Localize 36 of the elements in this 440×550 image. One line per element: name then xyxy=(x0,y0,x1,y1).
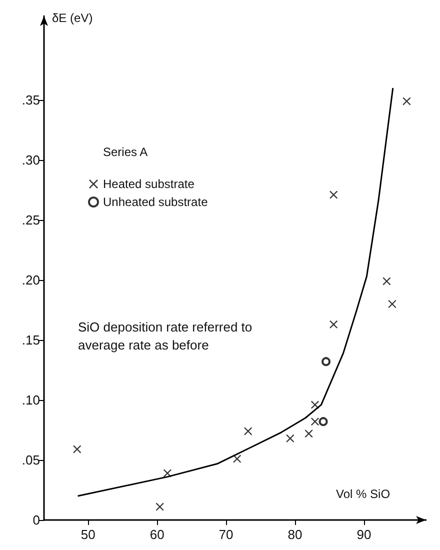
point xyxy=(163,469,172,478)
point xyxy=(330,190,338,199)
x-tick-label: 60 xyxy=(150,527,164,542)
point xyxy=(330,320,338,328)
y-tick-label: .25 xyxy=(22,212,40,228)
annotation: SiO deposition rate referred to average rate as before xyxy=(78,320,252,352)
legend-title: Series A xyxy=(103,145,148,159)
y-tick-label: .30 xyxy=(22,152,40,168)
point xyxy=(286,434,294,442)
line-series xyxy=(77,87,394,497)
point xyxy=(310,400,319,409)
y-axis-title: δE (eV) xyxy=(52,11,93,25)
y-tick-label: .05 xyxy=(22,452,40,468)
point xyxy=(402,97,411,106)
y-tick-label: 0 xyxy=(32,512,40,528)
y-tick-label: .35 xyxy=(22,92,40,108)
x-tick-label: 80 xyxy=(288,527,302,542)
x-tick-label: 50 xyxy=(80,527,96,542)
y-tick-label: .20 xyxy=(22,272,40,288)
y-tick-label: .15 xyxy=(22,332,40,348)
point xyxy=(233,454,242,463)
point xyxy=(318,417,328,426)
x-tick-label: 90 xyxy=(356,527,372,542)
point xyxy=(244,427,252,436)
legend-label: Unheated substrate xyxy=(103,195,208,209)
point xyxy=(382,277,391,286)
x-tick-label: 70 xyxy=(218,527,234,542)
y-tick-label: .10 xyxy=(22,392,40,408)
point xyxy=(388,300,396,308)
point xyxy=(73,445,82,454)
point xyxy=(156,502,164,511)
legend-label: Heated substrate xyxy=(103,177,195,191)
point xyxy=(310,418,319,426)
x-axis-title: Vol % SiO xyxy=(336,487,390,501)
point xyxy=(322,357,331,366)
point xyxy=(304,430,313,438)
